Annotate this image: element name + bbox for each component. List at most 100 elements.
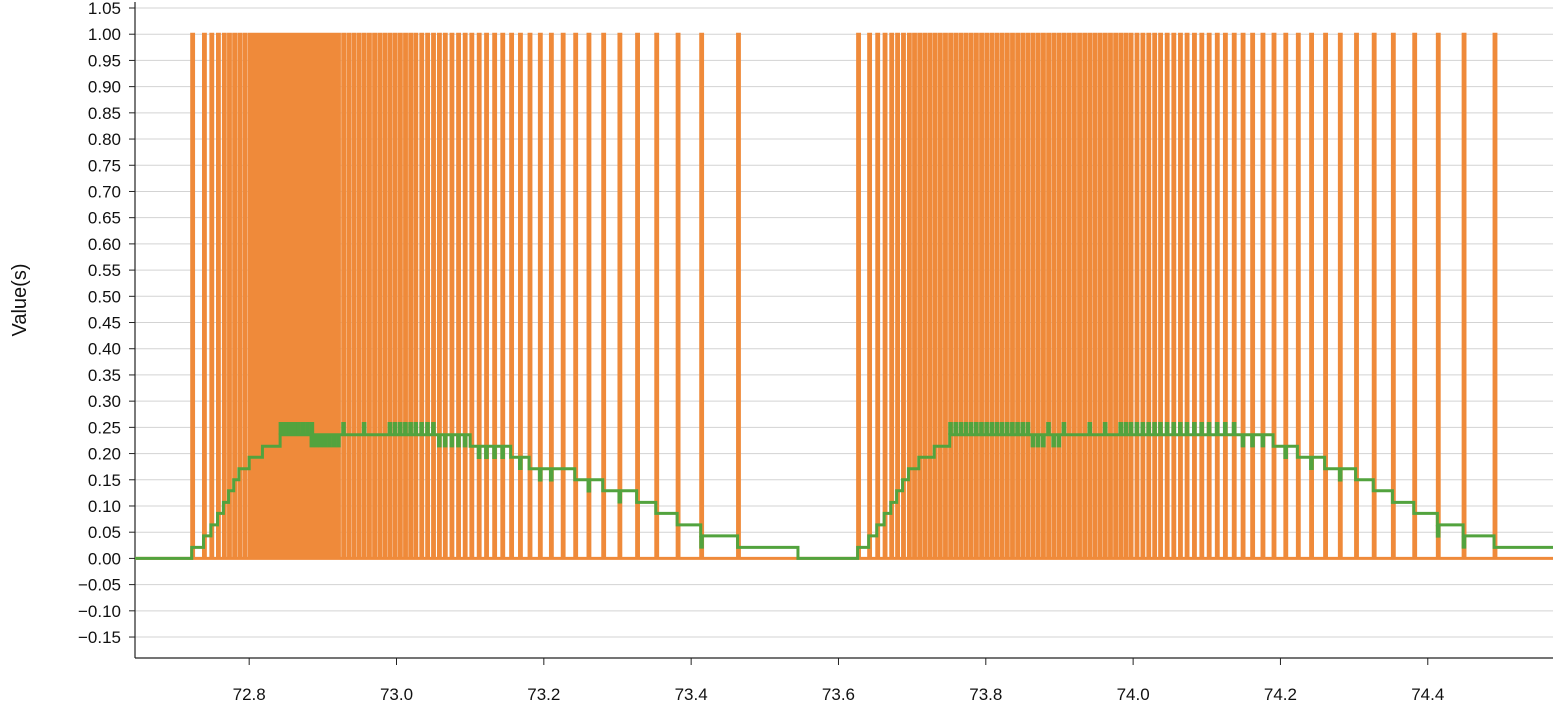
y-tick-label: 0.15: [88, 471, 121, 490]
series-step-spike: [413, 421, 419, 435]
y-tick-label: 0.20: [88, 445, 121, 464]
series-step-dip: [442, 434, 448, 448]
series-layer: [135, 32, 1553, 560]
series-step-dip: [548, 468, 554, 482]
series-step-spike: [948, 421, 953, 435]
series-step-spike: [1015, 421, 1020, 435]
series-step-spike: [1020, 421, 1026, 435]
series-step-spike: [1004, 421, 1010, 435]
x-tick-label: 72.8: [233, 685, 266, 704]
series-step-spike: [361, 421, 367, 435]
y-tick-label: 1.00: [88, 25, 121, 44]
series-step-spike: [1087, 421, 1093, 435]
y-tick-label: 0.50: [88, 287, 121, 306]
series-step-dip: [1435, 524, 1441, 538]
series-step-spike: [1231, 421, 1237, 435]
y-tick-label: 0.35: [88, 366, 121, 385]
series-step-spike: [963, 421, 969, 435]
series-step-dip: [462, 434, 468, 448]
series-step-dip: [318, 434, 324, 448]
series-step-spike: [283, 421, 288, 435]
x-tick-label: 73.2: [527, 685, 560, 704]
series-step-spike: [1061, 421, 1067, 435]
x-tick-label: 74.4: [1411, 685, 1444, 704]
series-step-spike: [1214, 421, 1220, 435]
series-step-dip: [484, 446, 489, 459]
label-layer: Value(s): [9, 264, 31, 337]
series-step-dip: [500, 446, 505, 459]
y-tick-label: 0.55: [88, 261, 121, 280]
series-step-dip: [322, 434, 328, 448]
series-step-dip: [1056, 434, 1062, 448]
series-step-dip: [1240, 434, 1246, 448]
series-step-spike: [1199, 421, 1205, 435]
y-tick-label: −0.10: [78, 602, 121, 621]
y-tick-label: 1.05: [88, 0, 121, 18]
series-step-dip: [436, 434, 442, 448]
series-step-spike: [1046, 421, 1051, 435]
series-step-spike: [1171, 421, 1177, 435]
series-step-dip: [586, 479, 592, 493]
y-tick-label: 0.10: [88, 497, 121, 516]
series-step-dip: [1283, 446, 1288, 459]
series-step-dip: [476, 446, 482, 459]
x-tick-label: 74.0: [1117, 685, 1150, 704]
series-step-dip: [1051, 434, 1056, 448]
series-step-spike: [1118, 421, 1123, 435]
series-step-spike: [1128, 421, 1134, 435]
series-step-dip: [617, 490, 623, 504]
y-tick-label: 0.30: [88, 392, 121, 411]
series-step-dip: [518, 457, 523, 470]
series-step-spike: [296, 421, 301, 435]
y-tick-label: 0.00: [88, 549, 121, 568]
series-step-spike: [973, 421, 979, 435]
series-step-spike: [397, 421, 403, 435]
series-step-spike: [979, 421, 984, 435]
y-tick-label: −0.05: [78, 576, 121, 595]
series-pulse-line: [135, 32, 1553, 560]
series-step-spike: [305, 421, 310, 435]
series-step-spike: [387, 421, 393, 435]
series-step-spike: [958, 421, 964, 435]
series-step-spike: [341, 421, 346, 435]
series-step-dip: [1250, 434, 1255, 448]
series-step-spike: [1222, 421, 1228, 435]
series-step-spike: [431, 421, 436, 435]
series-step-spike: [1102, 421, 1108, 435]
series-step-dip: [492, 446, 497, 459]
series-step-spike: [1158, 421, 1163, 435]
series-step-spike: [1134, 421, 1140, 435]
series-step-spike: [408, 421, 413, 435]
y-tick-label: 0.05: [88, 523, 121, 542]
series-step-spike: [1152, 421, 1157, 435]
series-step-dip: [1309, 457, 1314, 470]
y-tick-label: 0.65: [88, 209, 121, 228]
series-step-dip: [699, 535, 704, 549]
series-step-spike: [1164, 421, 1170, 435]
y-tick-label: 0.60: [88, 235, 121, 254]
y-tick-label: 0.80: [88, 130, 121, 149]
y-tick-label: 0.85: [88, 104, 121, 123]
series-step-spike: [278, 421, 284, 435]
series-step-dip: [449, 434, 455, 448]
series-step-dip: [309, 434, 315, 448]
series-step-dip: [1461, 535, 1467, 549]
axis-layer: 1.05 1.00 0.95 0.90 0.85 0.80 0.75 0.70 0.65 0.60…: [78, 0, 1553, 704]
series-step-line: [135, 433, 1553, 560]
series-step-spike: [287, 421, 293, 435]
y-tick-label: −0.15: [78, 628, 121, 647]
y-tick-label: 0.70: [88, 182, 121, 201]
series-step-spike: [984, 421, 989, 435]
series-step-spike: [953, 421, 958, 435]
series-step-spike: [403, 421, 408, 435]
series-step-spike: [300, 421, 306, 435]
series-step-spike: [392, 421, 398, 435]
series-step-dip: [1260, 434, 1266, 448]
series-step-spike: [999, 421, 1005, 435]
series-step-dip: [331, 434, 337, 448]
series-step-spike: [1206, 421, 1212, 435]
x-tick-label: 74.2: [1264, 685, 1297, 704]
series-step-spike: [309, 421, 315, 435]
series-step-dip: [1030, 434, 1036, 448]
